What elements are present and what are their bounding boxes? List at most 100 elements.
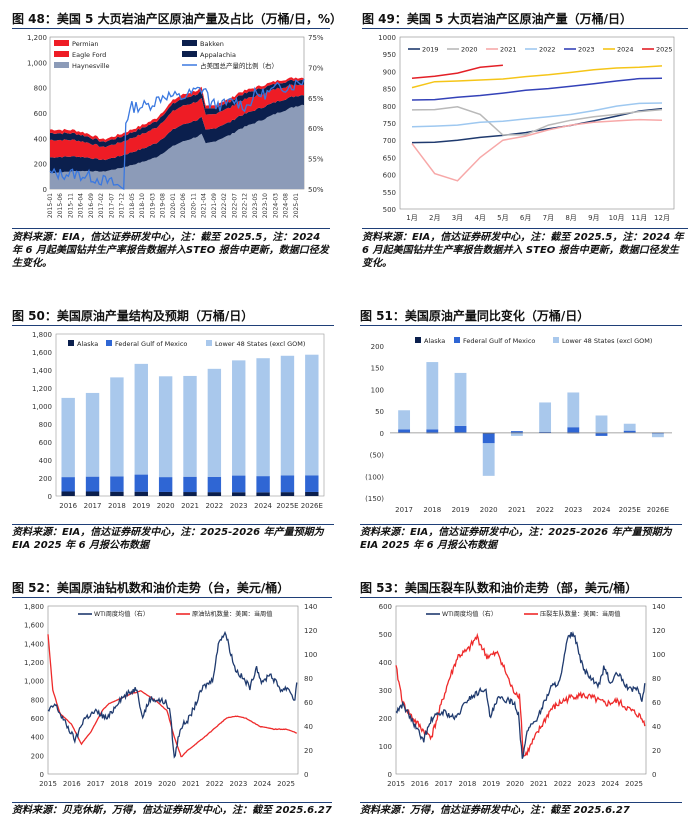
y-right-tick: 120 <box>304 627 317 635</box>
y-left-tick: 1,800 <box>24 603 44 611</box>
bar-alaska <box>134 491 148 496</box>
legend-label: 2023 <box>578 46 595 54</box>
bar-federal <box>651 432 664 434</box>
bar-federal <box>256 476 270 493</box>
y-tick: 1,800 <box>32 331 52 339</box>
y-right-tick: 60% <box>308 125 324 133</box>
x-tick: 2024 <box>253 780 271 788</box>
x-tick: 2024-08 <box>283 193 290 218</box>
x-tick: 2025-01 <box>293 193 300 218</box>
x-tick: 2020-06 <box>180 193 187 218</box>
y-right-tick: 140 <box>304 603 317 611</box>
y-left-tick: 200 <box>379 715 392 723</box>
y-left-tick: 1,000 <box>24 678 44 686</box>
legend-label: Eagle Ford <box>72 51 106 59</box>
legend-swatch <box>54 62 69 68</box>
bar-alaska <box>482 432 495 434</box>
bar-lower <box>454 372 467 426</box>
x-tick: 2017-02 <box>98 193 105 218</box>
x-tick: 2026E <box>301 502 323 510</box>
x-tick: 2025 <box>625 780 643 788</box>
bar-alaska <box>280 492 295 496</box>
bar-federal <box>280 475 295 493</box>
y-right-tick: 100 <box>304 651 317 659</box>
legend-label: Appalachia <box>200 51 236 59</box>
y-left-tick: 800 <box>31 696 44 704</box>
x-tick: 10月 <box>609 214 625 222</box>
legend-label: 压裂车队数量：美国：当周值 <box>540 610 620 618</box>
bar-federal <box>454 425 467 433</box>
x-tick: 2019 <box>132 502 150 510</box>
x-tick: 2024-03 <box>272 193 279 218</box>
y-right-tick: 50% <box>308 186 324 194</box>
figure-source: 资料来源：EIA，信达证券研发中心，注：2025-2026 年产量预期为 EIA… <box>12 527 324 551</box>
legend-label: 占美国总产量的比例（右） <box>200 61 278 70</box>
figure-source: 资料来源：EIA，信达证券研发中心，注：截至 2025.5，注：2024 年 6… <box>12 232 329 269</box>
x-tick: 11月 <box>631 214 647 222</box>
y-left-tick: 1,600 <box>24 622 44 630</box>
figure-source: 资料来源：万得，信达证券研发中心，注：截至 2025.6.27 <box>360 805 630 816</box>
series-2022 <box>411 102 663 128</box>
y-right-tick: 40 <box>304 723 313 731</box>
y-tick: 900 <box>383 68 396 76</box>
legend-label: 2020 <box>461 46 478 54</box>
x-tick: 3月 <box>452 214 463 222</box>
y-right-tick: 65% <box>308 95 324 103</box>
y-right-tick: 0 <box>652 771 656 779</box>
y-tick: 500 <box>383 206 396 214</box>
x-tick: 2023 <box>564 506 582 514</box>
y-tick: 600 <box>39 439 52 447</box>
y-left-tick: 600 <box>34 110 47 118</box>
x-tick: 2015 <box>39 780 57 788</box>
x-tick: 2021 <box>530 780 548 788</box>
x-tick: 2022 <box>206 780 224 788</box>
figure-title: 图 50：美国原油产量结构及预期（万桶/日） <box>12 309 254 323</box>
legend-label: Alaska <box>77 340 98 348</box>
figure-50: 图 50：美国原油产量结构及预期（万桶/日） 0 200 400 600 800 1,00… <box>12 305 334 555</box>
bar-alaska <box>61 491 75 496</box>
y-tick: (100) <box>365 473 384 481</box>
x-tick: 2018 <box>459 780 477 788</box>
bar-federal <box>482 433 495 444</box>
legend-swatch <box>182 51 197 57</box>
bar-lower <box>134 363 148 475</box>
figure-48: 图 48：美国 5 大页岩油产区原油产量及占比（万桶/日，%） 0 200 400 6… <box>12 8 342 269</box>
chart-52: 02004006008001,0001,2001,4001,6001,80002… <box>24 603 317 788</box>
series-line <box>395 632 646 757</box>
x-tick: 2017-12 <box>119 193 126 218</box>
y-right-tick: 75% <box>308 34 324 42</box>
y-right-tick: 80 <box>652 675 661 683</box>
y-tick: 700 <box>383 137 396 145</box>
legend-swatch <box>106 340 112 346</box>
y-tick: 600 <box>383 172 396 180</box>
bar-alaska <box>158 491 173 496</box>
legend-label: 2021 <box>500 46 517 54</box>
x-tick: 2019-08 <box>160 193 167 218</box>
share-line <box>49 78 305 191</box>
y-tick: 400 <box>39 457 52 465</box>
x-tick: 5月 <box>497 214 508 222</box>
bar-lower <box>256 358 270 477</box>
y-left-tick: 1,200 <box>24 659 44 667</box>
x-tick: 2016 <box>63 780 81 788</box>
x-tick: 2017 <box>84 502 102 510</box>
x-tick: 2019-03 <box>149 193 156 218</box>
y-left-tick: 400 <box>31 734 44 742</box>
y-tick: 100 <box>371 386 384 394</box>
y-tick: 150 <box>371 365 384 373</box>
x-tick: 2020 <box>506 780 524 788</box>
bar-lower <box>85 392 100 477</box>
legend-swatch <box>454 337 460 343</box>
x-tick: 2015-01 <box>47 193 54 218</box>
legend-swatch <box>206 340 212 346</box>
x-tick: 12月 <box>654 214 670 222</box>
x-tick: 2024 <box>254 502 272 510</box>
x-tick: 2019 <box>482 780 500 788</box>
y-right-tick: 60 <box>304 699 313 707</box>
bar-federal <box>232 475 246 493</box>
x-tick: 2018-10 <box>139 193 146 218</box>
x-tick: 2015 <box>387 780 405 788</box>
y-tick: 1,600 <box>32 349 52 357</box>
legend-label: WTI周度均值（右） <box>94 610 149 618</box>
y-right-tick: 80 <box>304 675 313 683</box>
